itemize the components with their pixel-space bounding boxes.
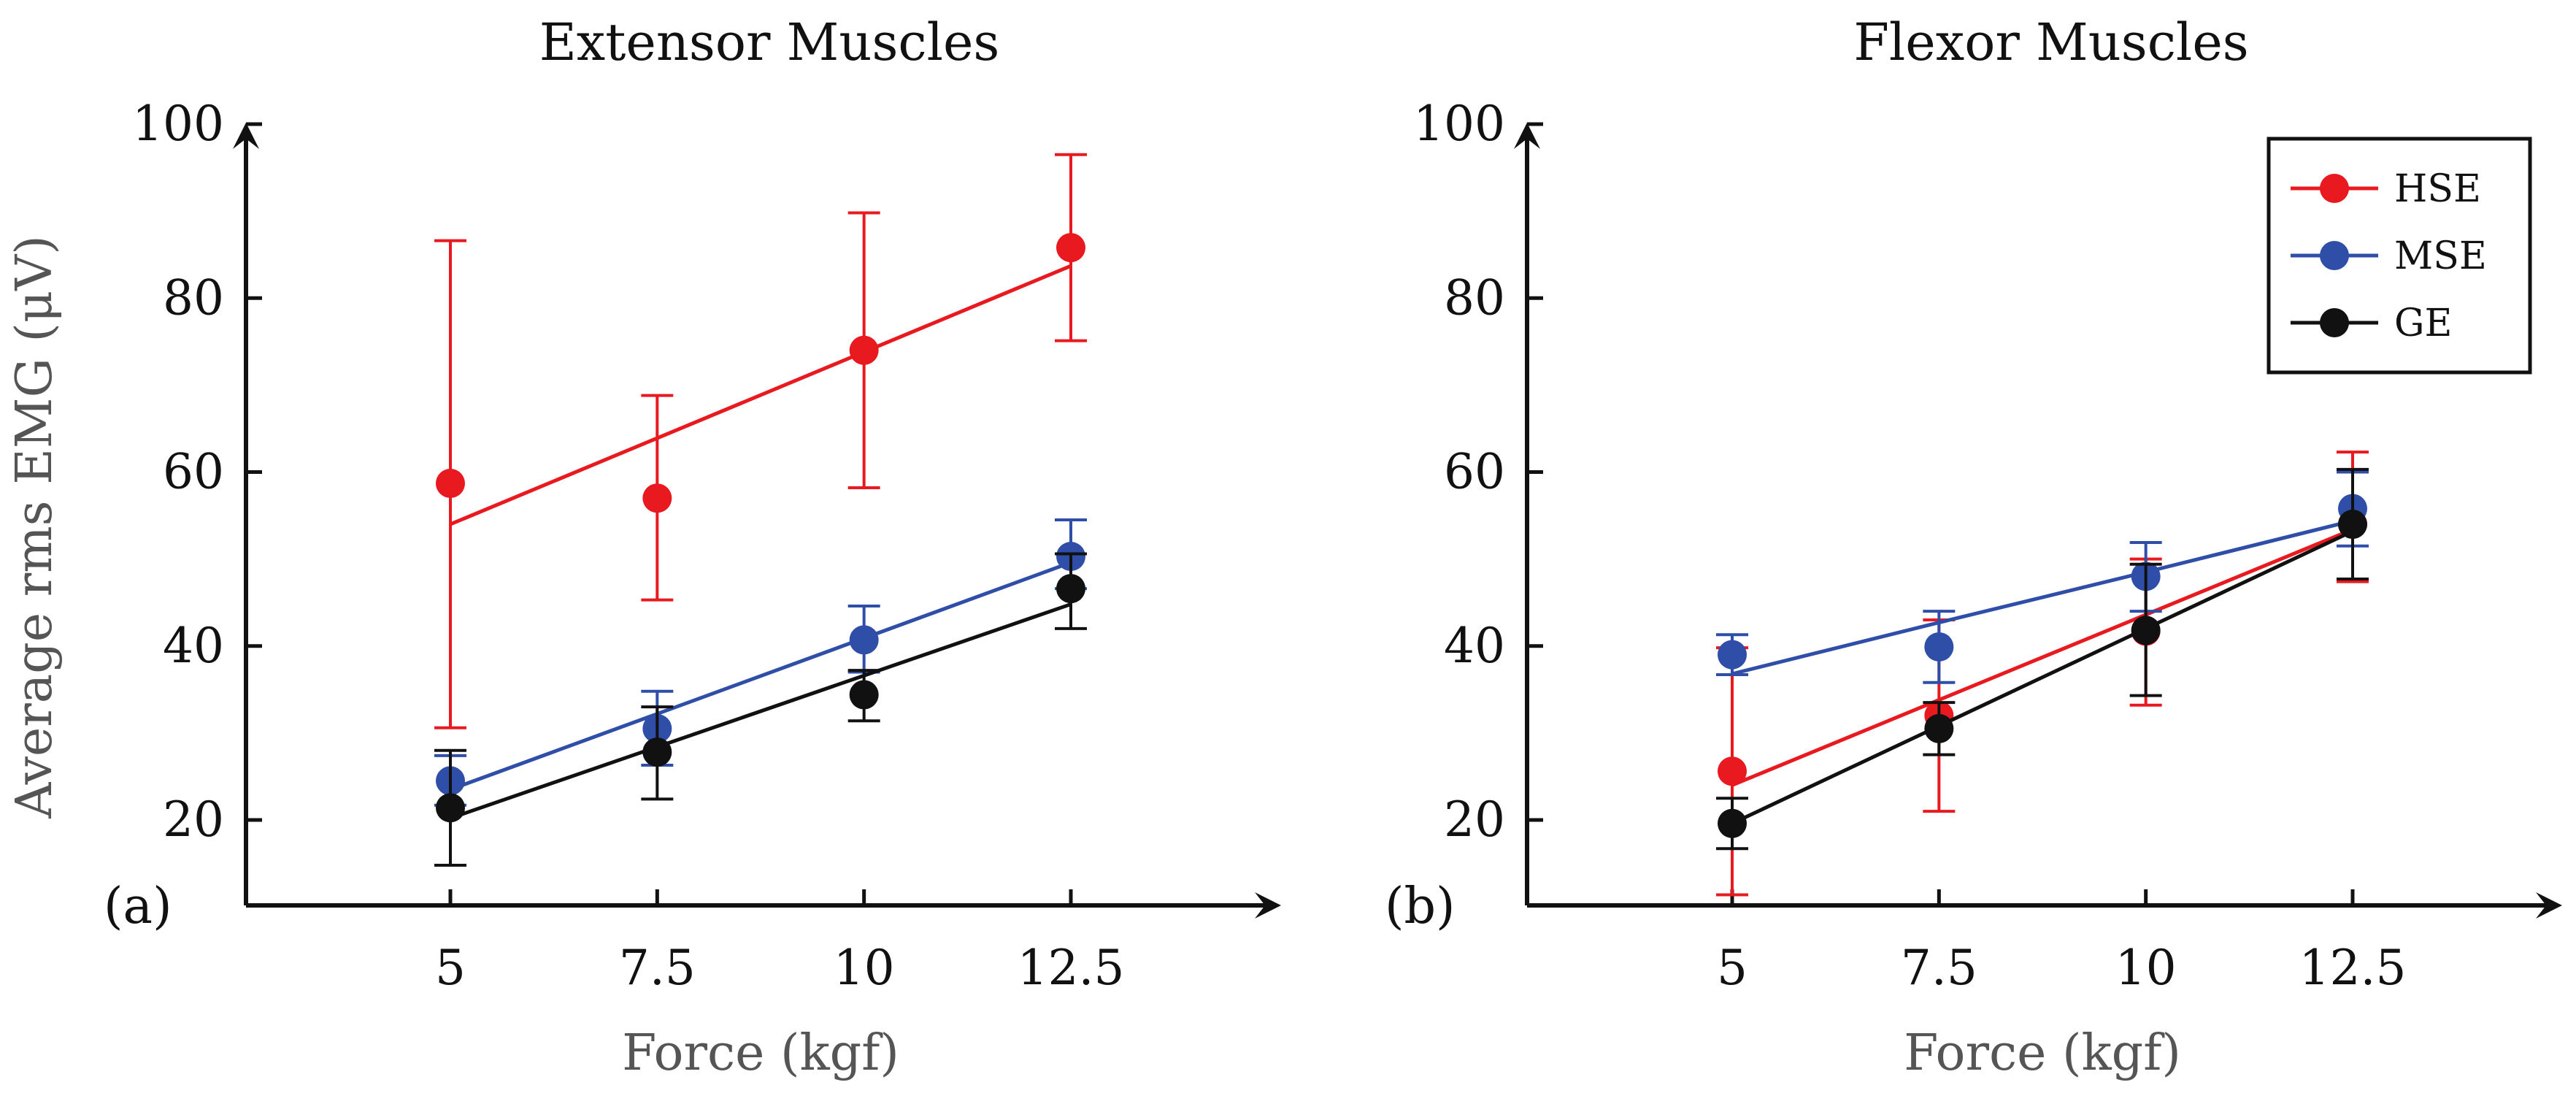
chart-title: Extensor Muscles [539,12,1000,72]
data-point [1924,713,1954,743]
data-point [2131,616,2161,645]
fit-line-mse [1731,518,2353,676]
data-point [2338,509,2367,539]
data-point [642,737,672,767]
y-tick-label: 100 [132,96,224,152]
y-tick-label: 40 [163,618,224,674]
data-point [436,793,465,823]
data-point [642,483,672,513]
data-point [1056,233,1085,263]
y-tick-label: 20 [1444,791,1505,848]
legend-item-ge: GE [2291,302,2453,345]
legend-item-mse: MSE [2291,234,2487,278]
legend: HSE MSE GE [2267,137,2532,375]
panel-label: (b) [1385,878,1456,935]
data-point [849,680,879,710]
fit-line-ge [1731,529,2354,826]
y-axis-arrow [1514,123,1540,149]
y-tick-label: 40 [1444,618,1505,674]
data-point [849,625,879,655]
x-tick-label: 5 [1717,940,1748,996]
data-point [1924,632,1954,662]
data-point [1056,574,1085,604]
series-ge [1716,467,2369,851]
legend-marker [2320,241,2349,270]
x-tick-label: 10 [2115,940,2177,996]
series-hse [1716,451,2369,897]
data-point [849,335,879,365]
fit-line-hse [1731,527,2353,787]
legend-marker [2320,174,2349,203]
data-point [1718,640,1747,670]
x-axis-label: Force (kgf) [1904,1024,2181,1082]
x-tick-label: 7.5 [619,940,696,996]
y-tick-label: 80 [163,269,224,326]
panel-label: (a) [104,878,172,935]
fit-line-hse [450,264,1072,526]
y-tick-label: 20 [163,791,224,848]
x-axis-arrow [2536,892,2562,919]
y-tick-label: 80 [1444,269,1505,326]
data-point [1718,808,1747,838]
y-axis-arrow [233,123,259,149]
series-mse [434,518,1087,807]
x-tick-label: 10 [834,940,895,996]
x-axis-label: Force (kgf) [622,1024,899,1082]
fit-line-mse [450,561,1072,791]
x-tick-label: 5 [435,940,466,996]
chart-panel-1: 20 40 60 80 100 5 7.5 10 12.5 Extensor Muscles For… [6,12,1281,1082]
legend-label: MSE [2394,234,2487,278]
y-axis-label: Average rms EMG (μV) [6,235,64,819]
data-point [436,468,465,498]
y-tick-label: 60 [163,444,224,500]
x-tick-label: 7.5 [1901,940,1977,996]
x-tick-label: 12.5 [2299,940,2407,996]
fit-line-ge [450,602,1072,820]
y-tick-label: 60 [1444,444,1505,500]
x-tick-label: 12.5 [1018,940,1125,996]
series-ge [434,552,1087,867]
legend-marker [2320,308,2349,337]
chart-title: Flexor Muscles [1853,12,2248,72]
legend-item-hse: HSE [2291,167,2481,211]
y-tick-label: 100 [1413,96,1505,152]
legend-label: GE [2394,302,2453,345]
series-mse [1716,470,2369,684]
chart-panel-2: 20 40 60 80 100 5 7.5 10 12.5 Flexor Muscles Force… [1385,12,2562,1082]
legend-label: HSE [2394,167,2481,211]
data-point [1718,756,1747,786]
x-axis-arrow [1255,892,1281,919]
series-hse [434,153,1087,729]
